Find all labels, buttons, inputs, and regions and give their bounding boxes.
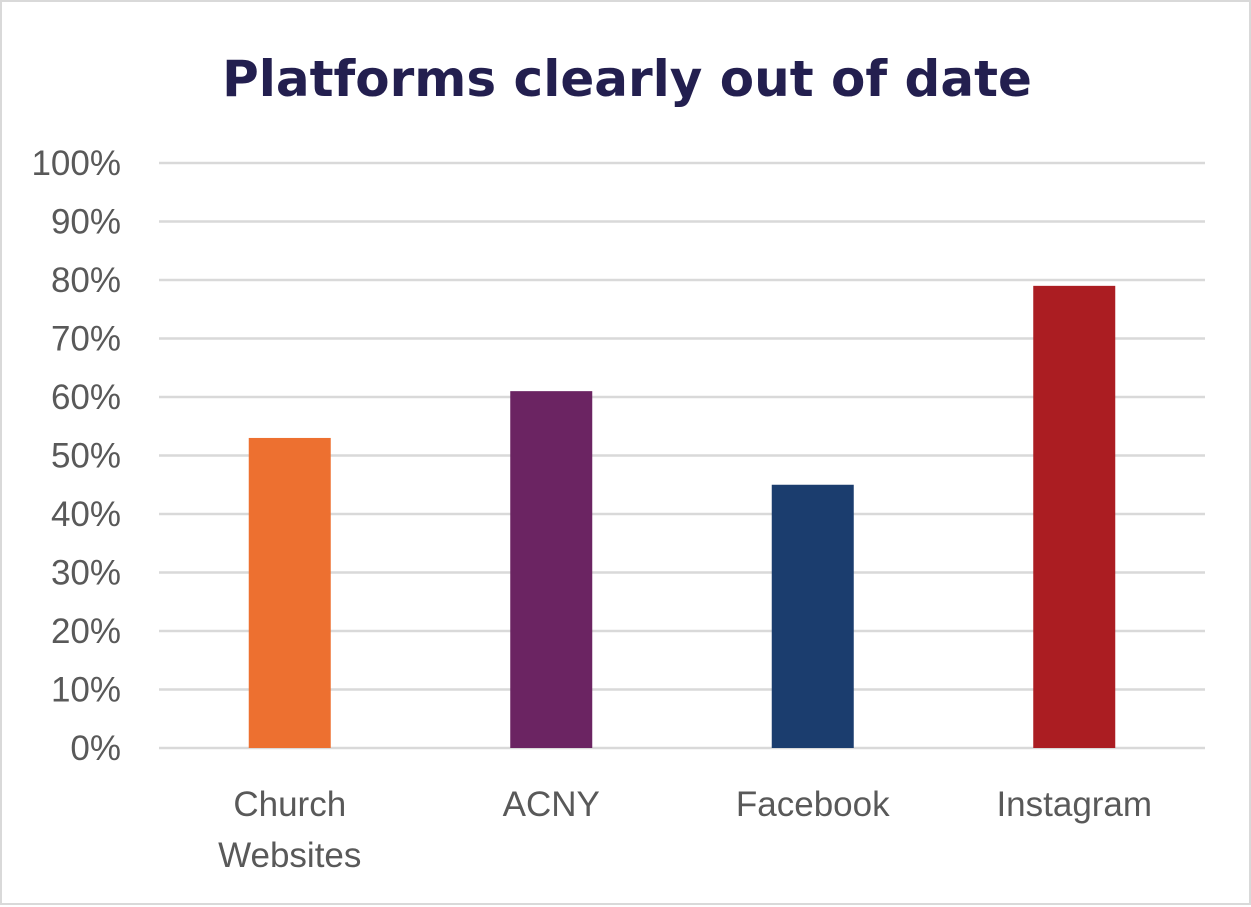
x-category-label: ACNY	[503, 785, 600, 824]
y-tick-label: 20%	[51, 612, 121, 651]
x-category-label: Church Websites	[218, 785, 361, 875]
bar-acny	[510, 391, 593, 748]
x-category-label: Facebook	[736, 785, 890, 824]
bar-facebook	[771, 484, 854, 748]
y-axis-ticks: 0% 10% 20% 30% 40% 50% 60% 70% 80% 90% 100%	[31, 144, 121, 768]
y-tick-label: 30%	[51, 554, 121, 593]
x-axis-categories: Church Websites ACNY Facebook Instagram	[218, 785, 1152, 875]
y-tick-label: 100%	[31, 144, 121, 183]
gridlines	[159, 161, 1205, 750]
y-tick-label: 80%	[51, 261, 121, 300]
x-category-label: Instagram	[996, 785, 1152, 824]
bar-instagram	[1033, 285, 1116, 748]
bar-church-websites	[248, 437, 331, 748]
y-tick-label: 50%	[51, 437, 121, 476]
y-tick-label: 0%	[70, 729, 121, 768]
y-tick-label: 60%	[51, 378, 121, 417]
y-tick-label: 90%	[51, 203, 121, 242]
y-tick-label: 70%	[51, 320, 121, 359]
chart-title: Platforms clearly out of date	[222, 50, 1032, 108]
y-tick-label: 10%	[51, 671, 121, 710]
bars	[248, 285, 1116, 748]
y-tick-label: 40%	[51, 495, 121, 534]
